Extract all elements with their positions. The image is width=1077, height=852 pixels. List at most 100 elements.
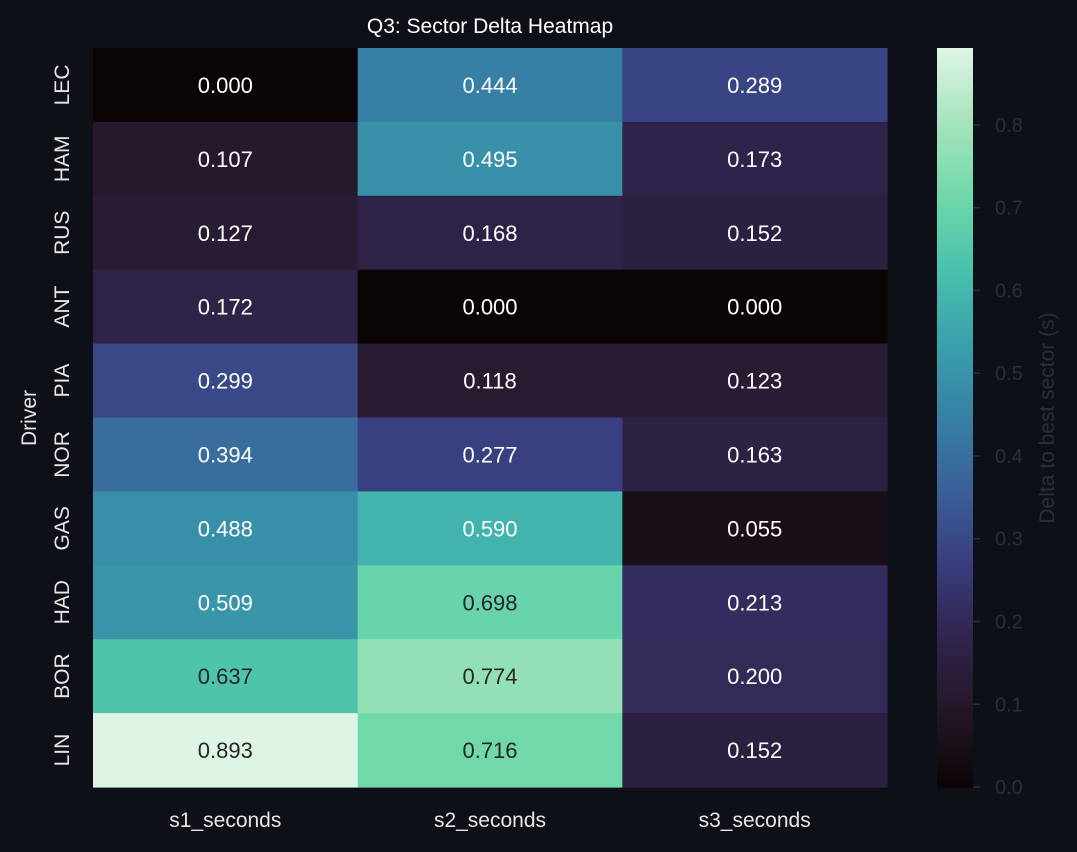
colorbar-segment (937, 306, 973, 312)
colorbar-segment (937, 76, 973, 82)
colorbar-segment (937, 401, 973, 406)
cell-value-label: 0.716 (462, 738, 517, 763)
colorbar-segment (937, 347, 973, 353)
cell-value-label: 0.495 (462, 147, 517, 172)
colorbar-segment (937, 80, 973, 86)
y-tick-label-lec: LEC (51, 65, 74, 106)
colorbar-segment (937, 368, 973, 374)
colorbar-segment (937, 750, 973, 755)
colorbar-segment (937, 487, 973, 493)
colorbar-segment (937, 48, 973, 53)
colorbar-segment (937, 208, 973, 214)
cell-value-label: 0.299 (198, 369, 253, 394)
colorbar-segment (937, 294, 973, 300)
y-tick-label-had: HAD (51, 580, 74, 624)
colorbar-segment (937, 499, 973, 505)
colorbar-segment (937, 766, 973, 772)
colorbar-segment (937, 240, 973, 246)
colorbar-segment (937, 314, 973, 320)
colorbar-segment (937, 713, 973, 719)
colorbar-segment (937, 93, 973, 99)
colorbar-segment (937, 376, 973, 382)
cell-value-label: 0.213 (727, 590, 782, 615)
colorbar-segment (937, 335, 973, 341)
colorbar-segment (937, 516, 973, 521)
heatmap-cell-had-s3_seconds (622, 565, 888, 640)
x-tick-label-s1_seconds: s1_seconds (169, 809, 281, 832)
heatmap-cell-ham-s2_seconds (357, 121, 623, 197)
colorbar-segment (937, 581, 973, 587)
colorbar-segment (937, 323, 973, 328)
x-tick-label-s2_seconds: s2_seconds (434, 809, 546, 832)
colorbar-segment (937, 195, 973, 201)
colorbar-segment (937, 565, 973, 571)
y-tick-label-nor: NOR (51, 431, 74, 478)
heatmap-cell-nor-s2_seconds (357, 417, 623, 492)
colorbar-segment (937, 536, 973, 542)
colorbar-segment (937, 273, 973, 279)
colorbar-tick-label: 0.4 (995, 446, 1023, 468)
colorbar-segment (937, 228, 973, 234)
colorbar-segment (937, 782, 973, 788)
colorbar-segment (937, 532, 973, 538)
cell-value-label: 0.000 (727, 295, 782, 320)
heatmap-cell-bor-s2_seconds (357, 639, 623, 714)
heatmap-cell-bor-s3_seconds (622, 639, 888, 714)
colorbar-label: Delta to best sector (s) (1036, 312, 1059, 523)
colorbar-segment (937, 396, 973, 402)
heatmap-cell-rus-s1_seconds (93, 195, 359, 271)
cell-value-label: 0.637 (198, 664, 253, 689)
colorbar-segment (937, 651, 973, 657)
colorbar-segment (937, 199, 973, 205)
colorbar-segment (937, 688, 973, 694)
heatmap-cell-bor-s1_seconds (93, 639, 359, 714)
colorbar-segment (937, 610, 973, 616)
colorbar-segment (937, 462, 973, 468)
colorbar-segment (937, 245, 973, 250)
cell-value-label: 0.444 (462, 73, 517, 98)
colorbar-segment (937, 758, 973, 764)
heatmap-cell-pia-s2_seconds (357, 343, 623, 419)
colorbar-segment (937, 442, 973, 448)
heatmap-cell-rus-s3_seconds (622, 195, 888, 271)
colorbar-segment (937, 89, 973, 94)
colorbar-segment (937, 265, 973, 271)
cell-value-label: 0.289 (727, 73, 782, 98)
colorbar-segment (937, 672, 973, 677)
colorbar-segment (937, 134, 973, 140)
cell-value-label: 0.107 (198, 147, 253, 172)
colorbar-segment (937, 483, 973, 489)
heatmap-cell-gas-s1_seconds (93, 491, 359, 566)
heatmap-cell-rus-s2_seconds (357, 195, 623, 271)
colorbar-segment (937, 191, 973, 197)
cell-value-label: 0.277 (462, 442, 517, 467)
colorbar-segment (937, 585, 973, 591)
colorbar-segment (937, 762, 973, 768)
colorbar-segment (937, 392, 973, 398)
colorbar-segment (937, 109, 973, 115)
heatmap-cell-ant-s1_seconds (93, 269, 359, 345)
cell-value-label: 0.509 (198, 590, 253, 615)
y-tick-label-lin: LIN (51, 734, 74, 767)
colorbar-segment (937, 754, 973, 760)
colorbar-segment (937, 413, 973, 419)
colorbar-segment (937, 364, 973, 370)
colorbar-segment (937, 503, 973, 509)
colorbar-segment (937, 676, 973, 682)
cell-value-label: 0.590 (462, 516, 517, 541)
colorbar-segment (937, 232, 973, 238)
colorbar-segment (937, 101, 973, 107)
cell-value-label: 0.000 (462, 295, 517, 320)
colorbar-segment (937, 433, 973, 439)
colorbar-segment (937, 351, 973, 357)
colorbar-segment (937, 745, 973, 751)
colorbar-segment (937, 491, 973, 497)
colorbar-segment (937, 458, 973, 464)
colorbar-segment (937, 269, 973, 275)
colorbar-segment (937, 454, 973, 460)
colorbar-segment (937, 639, 973, 645)
heatmap-cell-lin-s2_seconds (357, 713, 623, 788)
colorbar-segment (937, 56, 973, 62)
colorbar-segment (937, 158, 973, 164)
